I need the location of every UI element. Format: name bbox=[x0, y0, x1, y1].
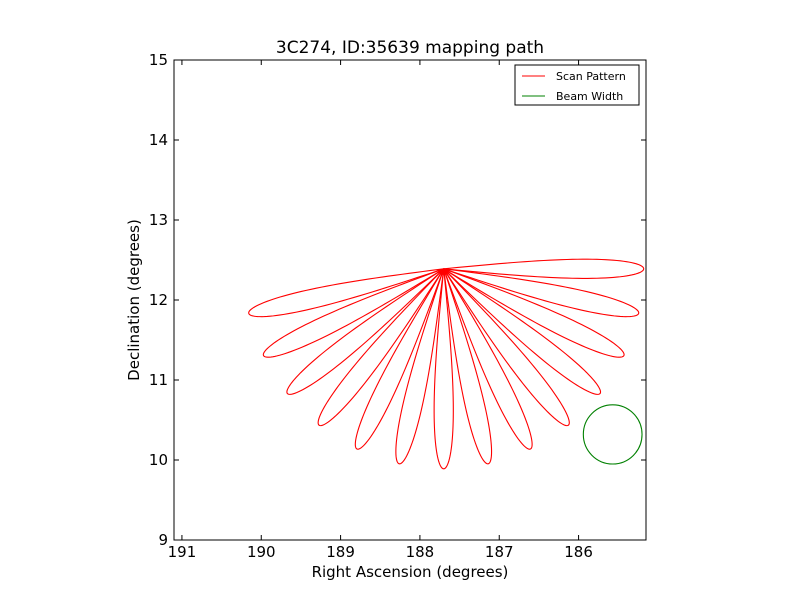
y-tick-label: 15 bbox=[149, 51, 168, 69]
x-tick-label: 191 bbox=[168, 543, 197, 561]
scan-pattern-petal bbox=[248, 268, 444, 318]
scan-pattern-petal bbox=[395, 268, 445, 465]
x-tick-label: 189 bbox=[326, 543, 355, 561]
scan-pattern-petal bbox=[286, 268, 445, 395]
scan-pattern-petal bbox=[443, 268, 625, 358]
y-tick-label: 9 bbox=[158, 531, 168, 549]
x-axis: 191 190 189 188 187 186 bbox=[168, 60, 593, 561]
y-tick-label: 13 bbox=[149, 211, 168, 229]
x-axis-label: Right Ascension (degrees) bbox=[312, 563, 509, 581]
plot-series bbox=[248, 258, 645, 470]
y-tick-label: 10 bbox=[149, 451, 168, 469]
scan-pattern-petal bbox=[317, 268, 445, 427]
scan-pattern-petal bbox=[262, 268, 445, 358]
chart-title: 3C274, ID:35639 mapping path bbox=[276, 38, 544, 58]
scan-pattern-petal bbox=[443, 268, 533, 450]
scan-pattern-petal bbox=[354, 268, 445, 450]
legend-label-scan-pattern: Scan Pattern bbox=[556, 70, 626, 83]
y-axis: 9 10 11 12 13 14 15 bbox=[149, 51, 646, 549]
y-tick-label: 11 bbox=[149, 371, 168, 389]
x-tick-label: 187 bbox=[485, 543, 514, 561]
scan-pattern-petal bbox=[443, 258, 645, 279]
legend: Scan Pattern Beam Width bbox=[514, 64, 640, 106]
y-tick-label: 12 bbox=[149, 291, 168, 309]
plot-area bbox=[173, 59, 647, 541]
scan-pattern-petal bbox=[433, 268, 454, 470]
x-tick-label: 188 bbox=[406, 543, 435, 561]
scan-pattern-petal bbox=[443, 268, 602, 395]
x-tick-label: 190 bbox=[247, 543, 276, 561]
beam-width-circle bbox=[582, 404, 643, 465]
y-tick-label: 14 bbox=[149, 131, 168, 149]
legend-box bbox=[514, 64, 640, 106]
scan-pattern-petal bbox=[443, 268, 570, 427]
x-tick-label: 186 bbox=[564, 543, 593, 561]
legend-label-beam-width: Beam Width bbox=[556, 90, 623, 103]
scan-pattern-petal bbox=[443, 268, 493, 465]
y-axis-label: Declination (degrees) bbox=[125, 219, 143, 381]
scan-pattern-petal bbox=[443, 268, 640, 318]
